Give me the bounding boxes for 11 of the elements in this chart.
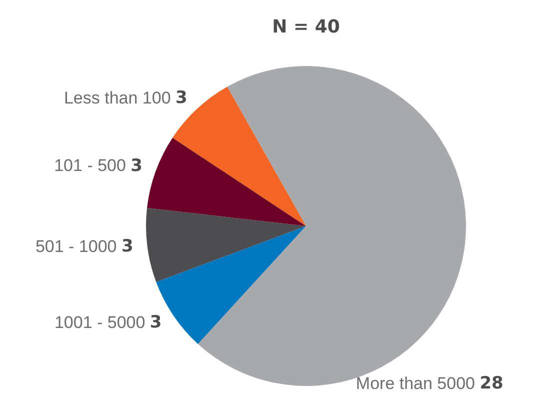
data-label: 3: [176, 88, 188, 108]
slice-label: 1001 - 5000: [54, 312, 150, 332]
data-label: 3: [130, 156, 143, 176]
slice-label: 501 - 1000: [35, 236, 122, 256]
data-label: 3: [150, 312, 162, 333]
slice-label: Less than 100: [64, 88, 176, 108]
slice-label: More than 5000: [356, 374, 480, 394]
slice-label: 101 - 500: [54, 156, 131, 176]
data-label: 28: [480, 374, 504, 394]
chart-title: N = 40: [272, 16, 340, 38]
data-label: 3: [121, 236, 134, 257]
